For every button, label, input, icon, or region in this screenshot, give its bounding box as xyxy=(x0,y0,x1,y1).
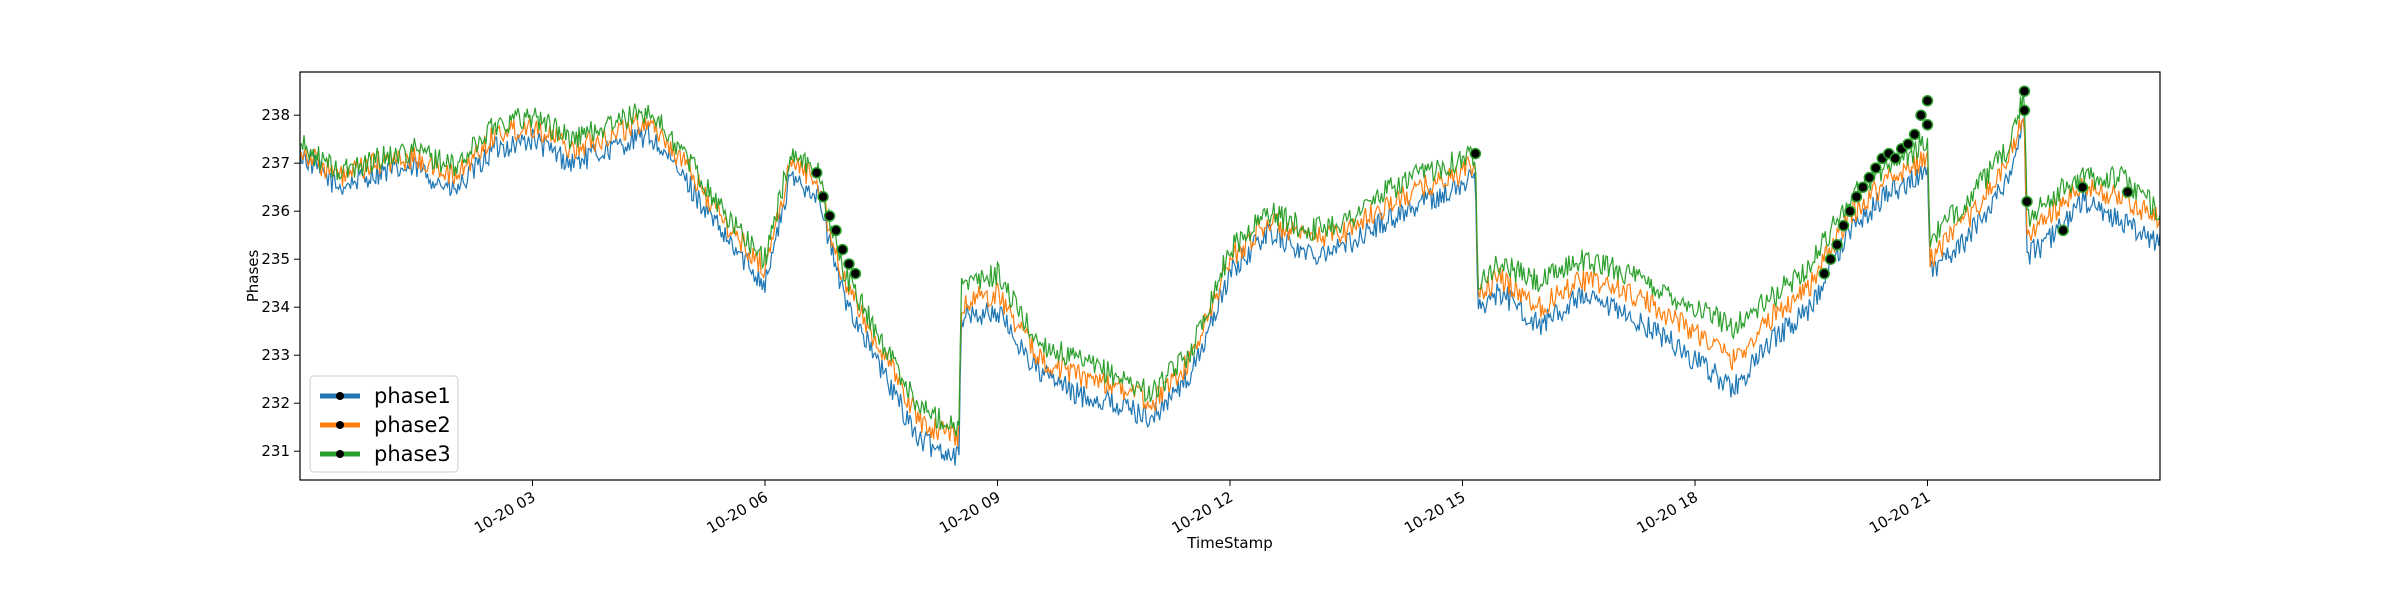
anomaly-marker xyxy=(1469,147,1482,160)
legend-marker-phase2 xyxy=(336,421,344,429)
y-tick-label: 238 xyxy=(261,106,290,124)
x-tick-label: 10-20 21 xyxy=(1866,488,1933,537)
anomaly-marker xyxy=(1850,191,1863,203)
legend-box xyxy=(309,375,459,473)
anomaly-marker xyxy=(1818,267,1830,280)
anomaly-marker xyxy=(1837,219,1850,232)
x-tick-label: 10-20 12 xyxy=(1169,488,1236,537)
anomaly-marker xyxy=(1863,171,1876,184)
x-axis-label: TimeStamp xyxy=(1186,534,1272,552)
anomaly-marker xyxy=(2057,224,2069,237)
y-tick-label: 236 xyxy=(261,202,290,220)
anomaly-marker xyxy=(1889,152,1901,165)
y-axis: 231 232 233 234 235 236 237 238 xyxy=(261,106,300,460)
anomaly-marker xyxy=(817,191,829,203)
anomaly-marker xyxy=(1915,109,1927,121)
x-tick-label: 10-20 06 xyxy=(704,488,771,537)
y-tick-label: 235 xyxy=(261,250,290,268)
legend: phase1 phase2 phase3 xyxy=(309,375,459,473)
anomaly-marker xyxy=(849,267,862,280)
x-axis: 10-20 03 10-20 06 10-20 09 10-20 12 10-20 15… xyxy=(471,480,1934,537)
x-tick-label: 10-20 15 xyxy=(1401,488,1468,537)
anomaly-marker xyxy=(2018,104,2031,117)
y-tick-label: 234 xyxy=(261,298,290,316)
series-layer xyxy=(299,88,2161,466)
anomaly-marker xyxy=(2021,195,2033,208)
anomaly-marker xyxy=(823,210,836,222)
anomaly-marker xyxy=(2076,181,2089,193)
legend-label-phase2: phase2 xyxy=(374,413,451,437)
anomaly-marker xyxy=(1870,162,1882,174)
y-tick-label: 237 xyxy=(261,154,290,172)
anomaly-marker xyxy=(830,224,842,237)
legend-marker-phase3 xyxy=(336,450,344,458)
anomaly-markers xyxy=(810,85,2134,280)
legend-label-phase1: phase1 xyxy=(374,384,451,408)
legend-label-phase3: phase3 xyxy=(374,442,451,466)
anomaly-marker xyxy=(1921,95,1934,107)
anomaly-marker xyxy=(836,243,849,256)
anomaly-marker xyxy=(2018,85,2031,97)
series-line-phase3 xyxy=(299,88,2161,437)
anomaly-marker xyxy=(1844,205,1856,217)
anomaly-marker xyxy=(1857,181,1869,193)
anomaly-marker xyxy=(1902,138,1914,150)
series-line-phase1 xyxy=(299,116,2161,466)
anomaly-marker xyxy=(2121,186,2134,198)
x-tick-label: 10-20 03 xyxy=(471,488,538,537)
anomaly-marker xyxy=(843,258,855,270)
x-tick-label: 10-20 18 xyxy=(1634,488,1701,537)
y-tick-label: 233 xyxy=(261,346,290,364)
y-tick-label: 231 xyxy=(261,442,290,460)
anomaly-marker xyxy=(1831,239,1843,251)
anomaly-marker xyxy=(1908,128,1921,141)
anomaly-marker xyxy=(1921,119,1934,131)
anomaly-marker xyxy=(1824,253,1837,265)
y-axis-label: Phases xyxy=(244,250,262,303)
x-tick-label: 10-20 09 xyxy=(936,488,1003,537)
legend-marker-phase1 xyxy=(336,392,344,400)
anomaly-marker xyxy=(810,167,823,179)
y-tick-label: 232 xyxy=(261,394,290,412)
